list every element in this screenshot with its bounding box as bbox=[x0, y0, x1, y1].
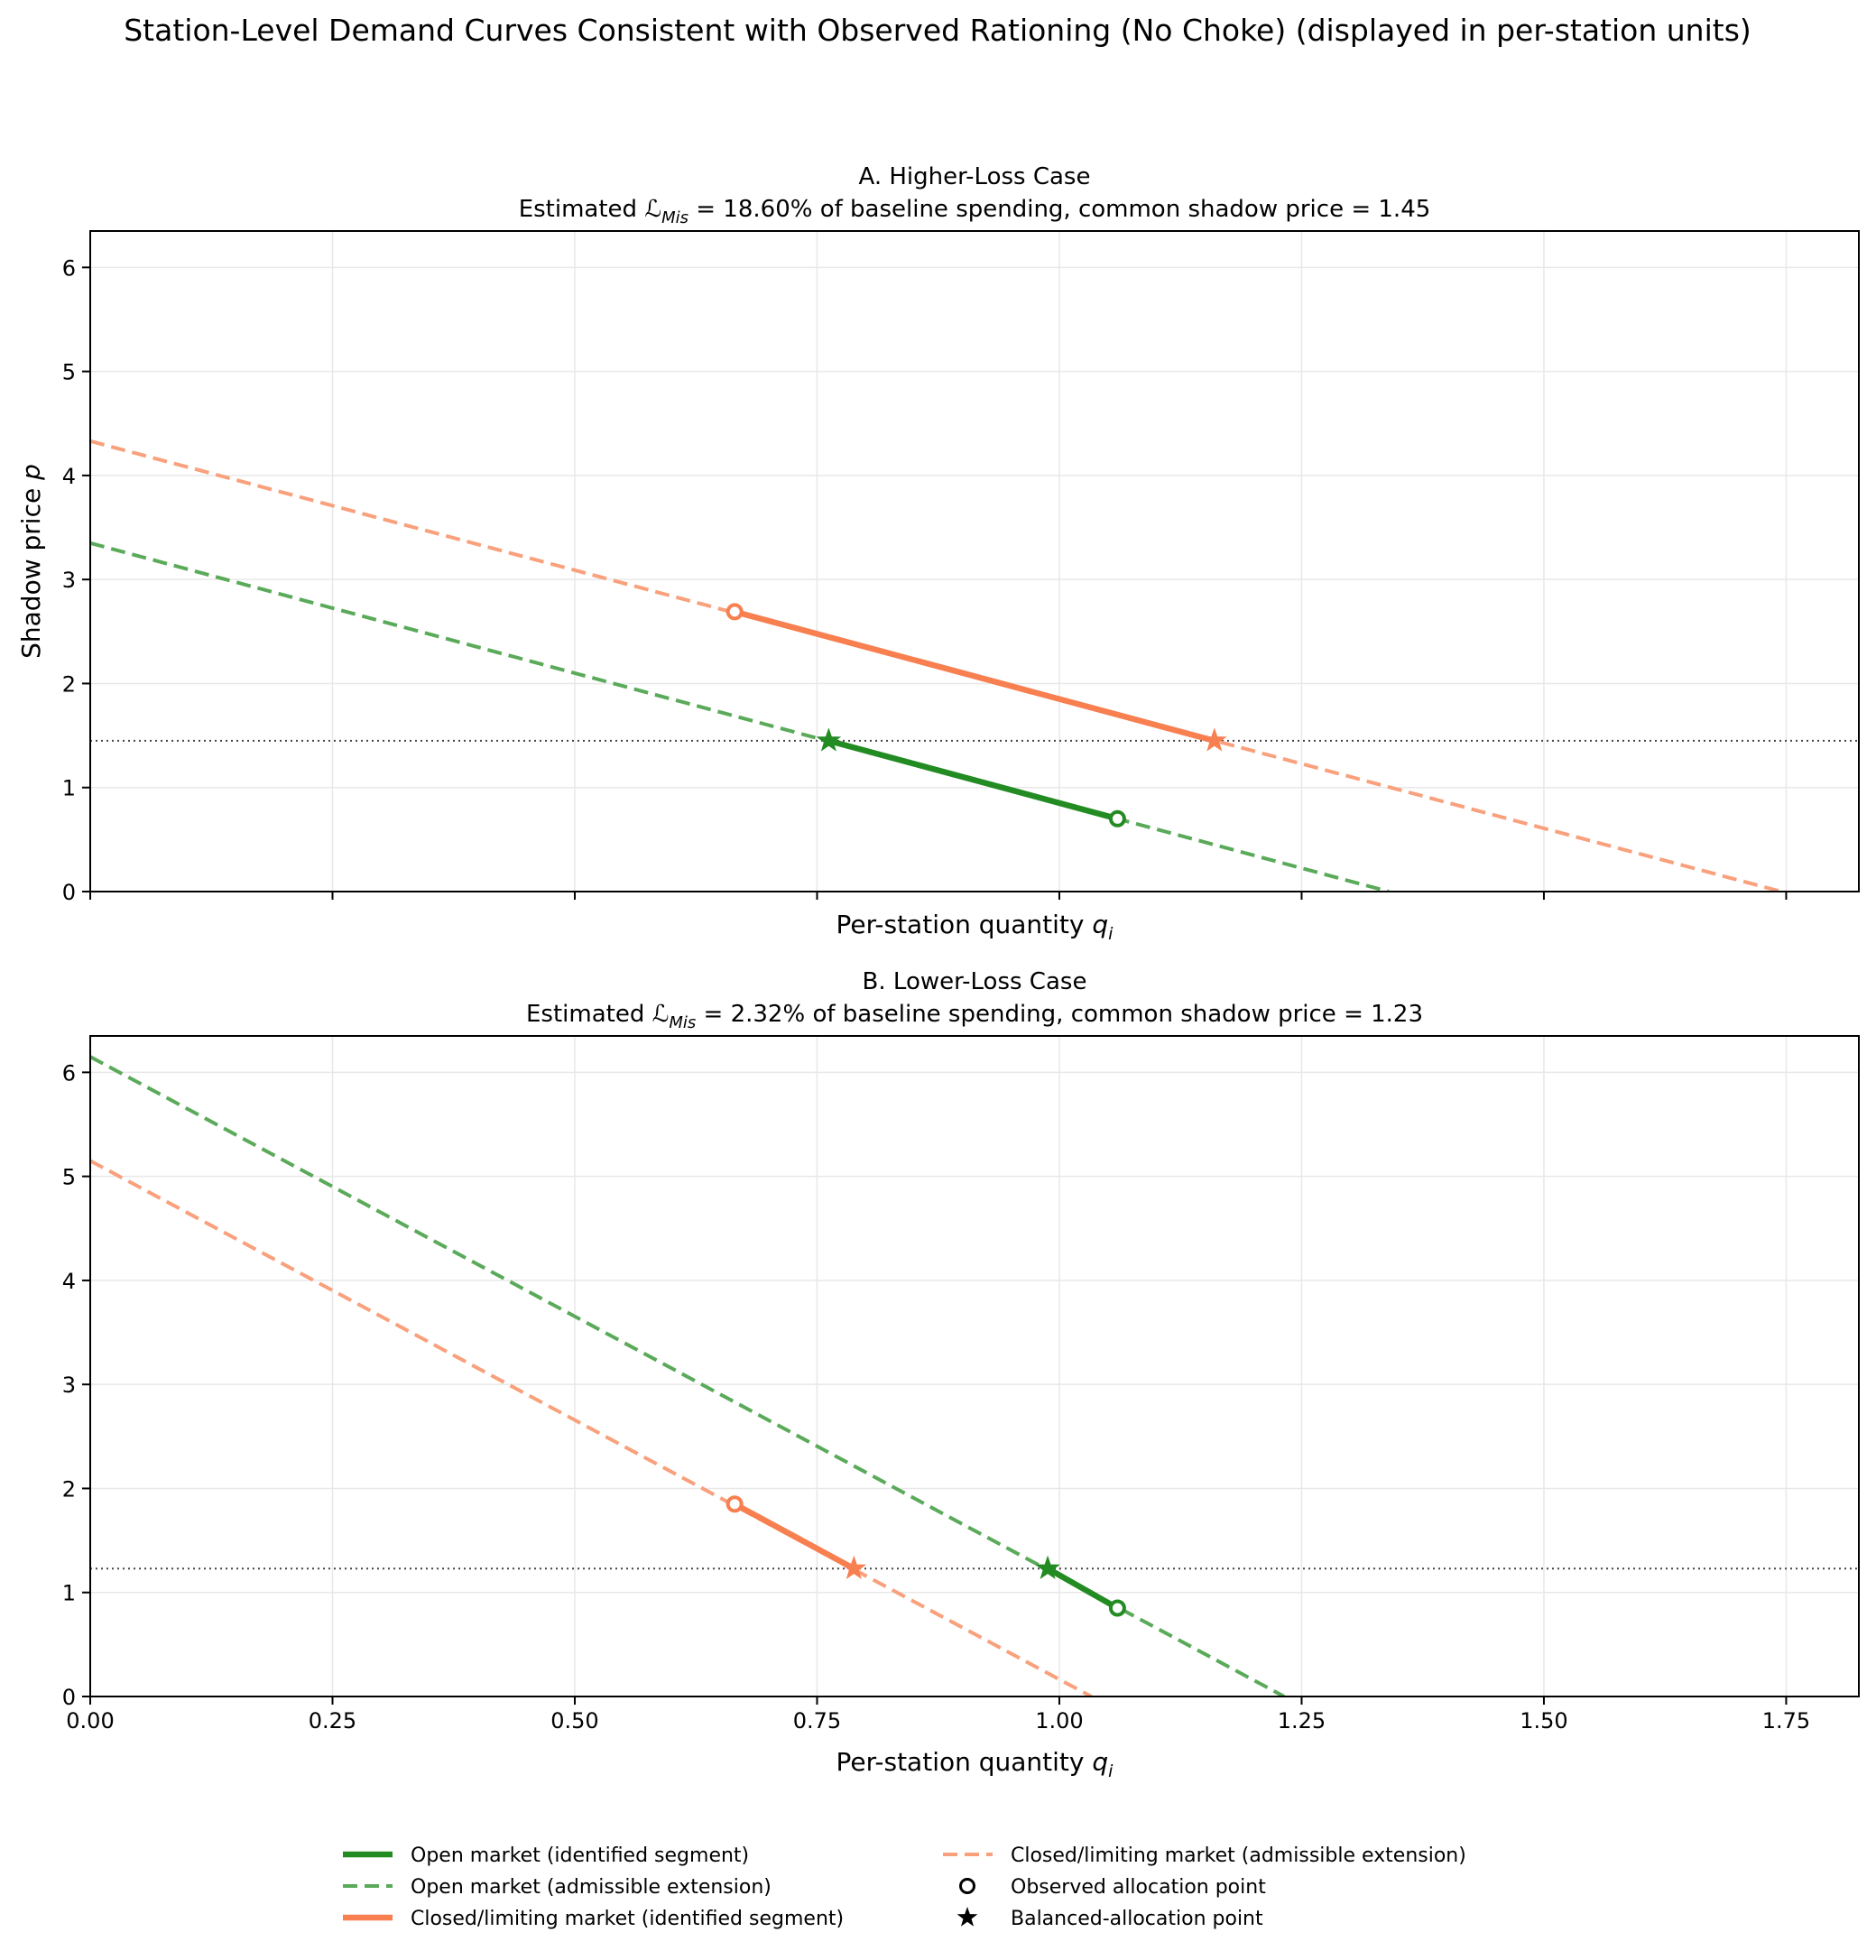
y-tick-label: 2 bbox=[62, 671, 76, 697]
closed-market-observed-point bbox=[725, 1495, 744, 1513]
y-tick-label: 6 bbox=[62, 1060, 76, 1086]
y-tick-label: 5 bbox=[62, 360, 76, 385]
open-market-identified-segment bbox=[827, 737, 1119, 822]
y-axis-label: Shadow price p bbox=[16, 464, 46, 659]
open-market-balanced-point bbox=[816, 727, 842, 752]
x-tick-label: 0.50 bbox=[550, 1708, 598, 1733]
x-tick-label: 1.25 bbox=[1278, 1708, 1326, 1733]
y-tick-label: 1 bbox=[62, 776, 76, 801]
open-market-observed-point bbox=[1108, 1599, 1126, 1617]
panel-title: A. Higher-Loss Case bbox=[859, 163, 1091, 190]
plot-area bbox=[90, 439, 1859, 892]
x-axis-label: Per-station quantity qi bbox=[836, 1747, 1114, 1781]
x-tick-label: 0.75 bbox=[793, 1708, 841, 1733]
panel-title: B. Lower-Loss Case bbox=[863, 968, 1087, 995]
panel-A: 0 1 2 3 4 5 6 A. Higher-Loss Case Estimated ℒMis… bbox=[16, 163, 1860, 944]
legend-label: Closed/limiting market (admissible exten… bbox=[1011, 1844, 1466, 1867]
y-tick-label: 3 bbox=[62, 1373, 76, 1398]
closed-market-admissible-extension bbox=[90, 1159, 1093, 1697]
y-tick-label: 4 bbox=[62, 464, 76, 489]
legend-label: Observed allocation point bbox=[1011, 1876, 1266, 1899]
legend-item: Observed allocation point bbox=[959, 1876, 1266, 1899]
legend-item: Open market (admissible extension) bbox=[343, 1876, 772, 1899]
closed-market-observed-point bbox=[725, 603, 744, 621]
panel-subtitle: Estimated ℒMis = 18.60% of baseline spen… bbox=[519, 196, 1431, 227]
legend-item: Open market (identified segment) bbox=[343, 1844, 749, 1867]
x-tick-label: 0.25 bbox=[309, 1708, 356, 1733]
panel-B: 0.00 0.25 0.50 0.75 1.00 1.25 1.50 1.75 0 1 2 3 4 5 6 B… bbox=[62, 968, 1860, 1781]
x-tick-label: 0.00 bbox=[66, 1708, 114, 1733]
legend-swatch bbox=[956, 1907, 978, 1927]
legend-label: Open market (identified segment) bbox=[411, 1844, 749, 1867]
legend-item: Closed/limiting market (identified segme… bbox=[343, 1908, 844, 1930]
y-tick-label: 6 bbox=[62, 255, 76, 281]
legend-item: Closed/limiting market (admissible exten… bbox=[943, 1844, 1466, 1867]
legend: Open market (identified segment) Open mar… bbox=[343, 1844, 1466, 1930]
y-tick-label: 3 bbox=[62, 568, 76, 593]
closed-market-balanced-point bbox=[841, 1555, 867, 1579]
closed-market-identified-segment bbox=[733, 1501, 855, 1572]
x-tick-label: 1.00 bbox=[1035, 1708, 1083, 1733]
x-axis-label: Per-station quantity qi bbox=[836, 910, 1114, 944]
x-tick-label: 1.75 bbox=[1762, 1708, 1810, 1733]
legend-swatch bbox=[959, 1878, 975, 1894]
panel-subtitle: Estimated ℒMis = 2.32% of baseline spend… bbox=[526, 1001, 1423, 1032]
open-market-admissible-extension bbox=[90, 541, 1390, 892]
closed-market-identified-segment bbox=[734, 608, 1215, 744]
legend-item: Balanced-allocation point bbox=[956, 1907, 1263, 1930]
open-market-observed-point bbox=[1108, 809, 1126, 827]
plot-area bbox=[90, 1055, 1859, 1697]
open-market-balanced-point bbox=[1035, 1555, 1060, 1579]
legend-label: Open market (admissible extension) bbox=[411, 1876, 772, 1899]
open-market-identified-segment bbox=[1046, 1566, 1120, 1611]
x-tick-label: 1.50 bbox=[1520, 1708, 1567, 1733]
y-tick-label: 2 bbox=[62, 1476, 76, 1502]
axes-frame bbox=[89, 230, 1860, 892]
legend-label: Closed/limiting market (identified segme… bbox=[411, 1908, 844, 1930]
y-tick-label: 4 bbox=[62, 1269, 76, 1294]
closed-market-balanced-point bbox=[1201, 727, 1227, 752]
legend-label: Balanced-allocation point bbox=[1011, 1908, 1263, 1930]
y-tick-label: 1 bbox=[62, 1581, 76, 1606]
figure-title: Station-Level Demand Curves Consistent w… bbox=[124, 13, 1751, 48]
y-tick-label: 0 bbox=[62, 1685, 76, 1710]
y-tick-label: 0 bbox=[62, 880, 76, 905]
y-tick-label: 5 bbox=[62, 1165, 76, 1190]
axes-frame bbox=[89, 1035, 1860, 1697]
